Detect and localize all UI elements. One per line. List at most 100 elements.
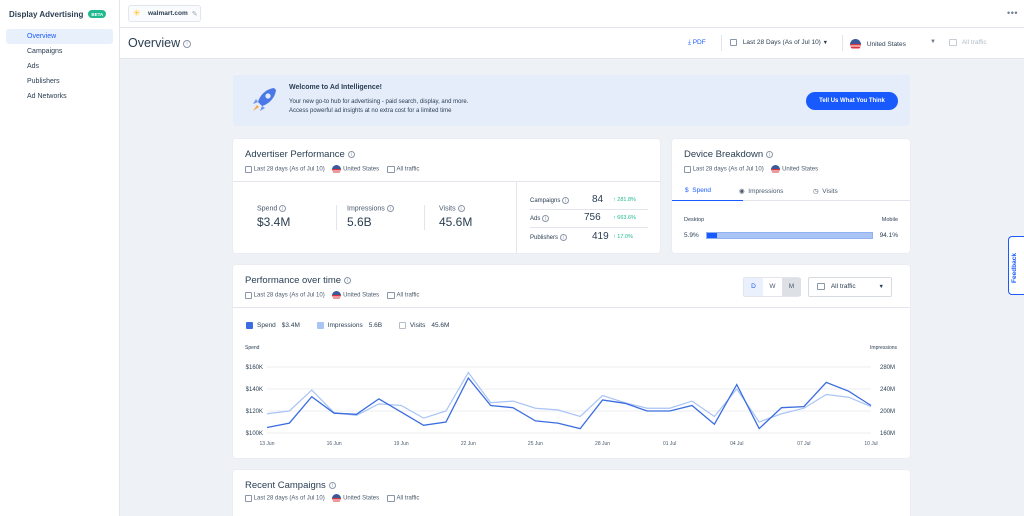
sidebar: Display Advertising BETA Overview Campai… <box>0 0 120 516</box>
y-tick-label: $120K <box>246 409 263 415</box>
x-tick-label: 01 Jul <box>663 441 676 447</box>
tab-underline <box>672 199 743 201</box>
metric-spend: Spend i $3.4M <box>257 205 290 229</box>
legend-value: 45.6M <box>431 322 450 330</box>
info-icon[interactable]: i <box>183 39 192 48</box>
info-icon[interactable]: i <box>766 150 774 158</box>
divider <box>530 227 648 228</box>
tell-us-button[interactable]: Tell Us What You Think <box>806 92 898 110</box>
traffic-dropdown[interactable]: All traffic ▼ <box>808 277 892 297</box>
tab-visits[interactable]: ◷ Visits <box>813 187 838 195</box>
card-title: Recent Campaigns i <box>245 480 336 491</box>
sidebar-item-publishers[interactable]: Publishers <box>27 78 60 85</box>
sidebar-nav: Overview Campaigns Ads Publishers Ad Net… <box>0 29 119 104</box>
pdf-label: PDF <box>692 39 706 46</box>
download-icon: ⤓ <box>688 39 691 46</box>
stat-label: Ads <box>530 216 541 223</box>
divider <box>530 209 648 210</box>
more-options-icon[interactable]: ••• <box>1007 8 1018 18</box>
granularity-week[interactable]: W <box>769 283 776 290</box>
page-title: Overview i <box>128 36 192 50</box>
page-title-text: Overview <box>128 36 181 50</box>
info-icon[interactable]: i <box>279 205 287 212</box>
card-title: Performance over time i <box>245 275 352 286</box>
info-icon[interactable]: i <box>562 197 570 204</box>
device-share-bar <box>706 232 873 239</box>
info-icon[interactable]: i <box>559 234 567 241</box>
country-text: United States <box>343 292 380 299</box>
filter-summary: Last 28 days (As of Jul 10) United State… <box>245 494 419 503</box>
tab-impressions[interactable]: ◉ Impressions <box>739 187 783 195</box>
tab-spend[interactable]: $ Spend <box>685 187 711 194</box>
country-text: United States <box>343 495 380 502</box>
pdf-button[interactable]: ⤓ PDF <box>688 39 706 47</box>
performance-over-time-card: Performance over time i Last 28 days (As … <box>233 265 910 458</box>
eye-icon: ◉ <box>739 188 745 195</box>
stat-delta: ↑ 663.6% <box>613 215 636 221</box>
x-tick-label: 22 Jun <box>461 441 476 447</box>
checkbox-spend[interactable] <box>246 322 253 329</box>
info-icon[interactable]: i <box>457 205 465 212</box>
y2-tick-label: 160M <box>880 431 895 437</box>
info-icon[interactable]: i <box>344 276 352 284</box>
checkbox-visits[interactable] <box>398 322 406 329</box>
calendar-icon <box>730 39 737 46</box>
divider <box>336 205 337 230</box>
legend-label: Impressions <box>327 322 363 330</box>
overview-header: Overview i ⤓ PDF Last 28 Days (As of Jul … <box>120 28 1024 59</box>
x-tick-label: 16 Jun <box>327 441 342 447</box>
divider <box>516 181 517 253</box>
stat-value: 756 <box>584 212 601 223</box>
date-text: Last 28 days (As of Jul 10) <box>253 292 325 299</box>
filter-summary: Last 28 days (As of Jul 10) United State… <box>684 165 818 174</box>
stat-delta: ↑ 281.8% <box>613 197 636 203</box>
info-icon[interactable]: i <box>386 205 394 212</box>
traffic-icon <box>817 282 825 290</box>
banner-line-1: Your new go-to hub for advertising - pai… <box>289 99 469 105</box>
date-range-label: Last 28 Days (As of Jul 10) <box>742 39 821 47</box>
granularity-day[interactable]: D <box>744 278 763 296</box>
country-label: United States <box>866 41 906 49</box>
card-title-text: Performance over time <box>245 275 342 286</box>
legend-label: Visits <box>409 322 426 330</box>
sidebar-item-campaigns[interactable]: Campaigns <box>27 48 63 55</box>
x-tick-label: 19 Jun <box>394 441 409 447</box>
chevron-down-icon[interactable]: ▼ <box>930 39 936 45</box>
sidebar-item-ads[interactable]: Ads <box>27 63 40 70</box>
chevron-down-icon: ▼ <box>878 284 884 290</box>
rocket-icon <box>250 84 280 121</box>
info-icon[interactable]: i <box>347 150 355 158</box>
stat-value: 84 <box>592 194 604 205</box>
sidebar-item-overview[interactable]: Overview <box>6 29 113 44</box>
mobile-label: Mobile <box>881 217 898 223</box>
pencil-icon[interactable]: ✎ <box>191 10 198 18</box>
stat-delta: ↑ 17.0% <box>613 234 633 240</box>
feedback-tab[interactable]: Feedback <box>1008 236 1024 295</box>
y-tick-label: $160K <box>246 365 263 371</box>
info-icon[interactable]: i <box>542 215 550 222</box>
traffic-select[interactable]: All traffic <box>949 39 987 46</box>
domain-chip[interactable]: ✳ walmart.com ✎ <box>128 5 201 22</box>
granularity-month[interactable]: M <box>782 278 801 296</box>
desktop-value: 5.9% <box>684 232 699 239</box>
tab-label: Spend <box>692 187 712 194</box>
divider <box>233 307 910 308</box>
sidebar-item-ad-networks[interactable]: Ad Networks <box>27 93 67 100</box>
country-text: United States <box>343 166 380 173</box>
divider <box>721 35 722 51</box>
us-flag-icon <box>332 291 342 300</box>
us-flag-icon <box>771 165 781 174</box>
country-select[interactable]: United States <box>850 39 906 50</box>
recent-campaigns-card: Recent Campaigns i Last 28 days (As of Ju… <box>233 470 910 516</box>
date-range-select[interactable]: Last 28 Days (As of Jul 10) ▼ <box>730 39 828 46</box>
stat-label: Publishers <box>530 235 559 242</box>
divider <box>233 181 660 182</box>
checkbox-impressions[interactable] <box>316 322 324 329</box>
card-title-text: Recent Campaigns <box>245 480 326 491</box>
calendar-icon <box>245 292 252 299</box>
traffic-label: All traffic <box>961 39 987 47</box>
info-icon[interactable]: i <box>328 481 336 489</box>
filter-summary: Last 28 days (As of Jul 10) United State… <box>245 291 419 300</box>
granularity-toggle: D W M <box>743 277 801 297</box>
traffic-text: All traffic <box>396 292 420 299</box>
